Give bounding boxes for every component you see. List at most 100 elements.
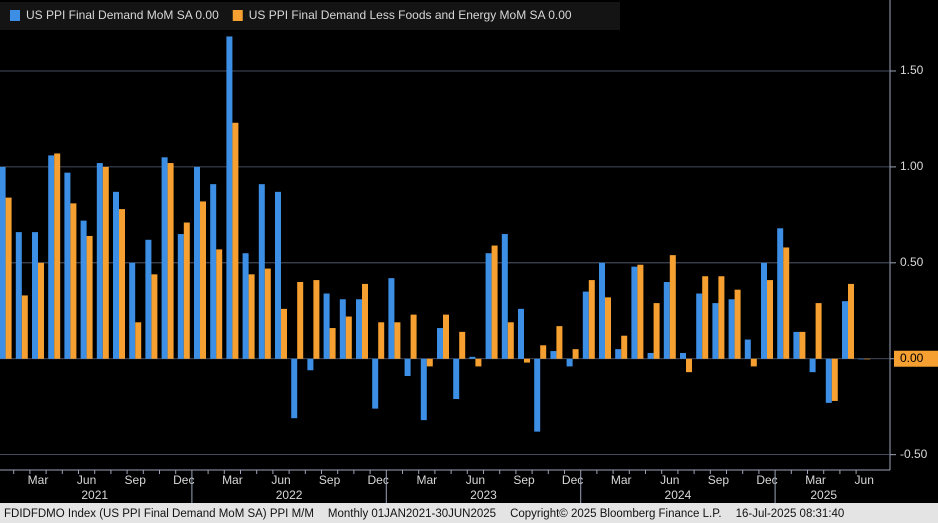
- legend-box: [0, 2, 620, 30]
- bar: [410, 314, 417, 359]
- bar: [210, 184, 217, 359]
- bar: [524, 358, 530, 363]
- bar: [734, 289, 741, 359]
- bar: [767, 280, 773, 359]
- bar: [540, 345, 547, 359]
- x-tick-label: Jun: [660, 473, 679, 487]
- bar: [647, 352, 654, 359]
- bar: [728, 299, 735, 359]
- bar: [712, 303, 719, 359]
- bar: [469, 356, 476, 359]
- bar: [686, 358, 692, 373]
- last-value-box: [894, 350, 938, 367]
- y-tick-label: -0.50: [900, 447, 928, 461]
- bar: [443, 314, 449, 359]
- bar: [556, 326, 563, 359]
- bar: [858, 358, 865, 360]
- bar: [194, 166, 200, 359]
- bar: [631, 266, 638, 359]
- x-year-label: 2025: [810, 488, 837, 502]
- bar: [485, 253, 492, 359]
- bar: [718, 276, 725, 359]
- bar: [842, 301, 848, 359]
- bar: [113, 191, 119, 359]
- bar: [129, 262, 136, 359]
- bar: [621, 335, 628, 359]
- bar: [275, 191, 281, 359]
- x-tick-label: Dec: [562, 473, 583, 487]
- bar: [653, 303, 660, 359]
- bar: [135, 322, 142, 359]
- x-tick-label: Sep: [319, 473, 341, 487]
- bar: [534, 358, 541, 432]
- bar: [307, 358, 314, 371]
- bar: [258, 184, 265, 359]
- y-tick-label: 1.00: [900, 159, 924, 173]
- bar: [356, 299, 362, 359]
- bar: [151, 274, 158, 359]
- footer-text: Copyright© 2025 Bloomberg Finance L.P.: [510, 508, 722, 520]
- x-tick-label: Jun: [271, 473, 290, 487]
- legend-swatch: [232, 10, 243, 21]
- bar: [680, 352, 686, 359]
- bar: [388, 278, 395, 359]
- x-tick-label: Mar: [416, 473, 437, 487]
- bar: [145, 239, 152, 359]
- bar: [605, 297, 611, 359]
- x-tick-label: Jun: [855, 473, 874, 487]
- bar: [248, 274, 255, 359]
- bar: [793, 331, 800, 359]
- legend-label: US PPI Final Demand Less Foods and Energ…: [249, 8, 572, 22]
- bar: [566, 358, 573, 367]
- bar: [323, 293, 330, 359]
- bar: [750, 358, 757, 367]
- bar: [815, 303, 822, 359]
- x-tick-label: Mar: [28, 473, 49, 487]
- bar: [669, 255, 676, 359]
- bar: [264, 268, 271, 359]
- bar: [744, 339, 751, 359]
- bar: [281, 308, 287, 359]
- bar: [167, 163, 174, 359]
- bar: [372, 358, 379, 409]
- bar: [345, 316, 352, 359]
- bar: [297, 282, 304, 359]
- bar: [161, 157, 168, 359]
- bar: [54, 153, 61, 359]
- bar: [378, 322, 385, 359]
- y-tick-label: 0.50: [900, 255, 924, 269]
- x-tick-label: Dec: [368, 473, 389, 487]
- bar: [831, 358, 838, 401]
- bar: [507, 322, 514, 359]
- bar: [232, 122, 239, 359]
- bar: [291, 358, 298, 419]
- bar: [663, 282, 670, 359]
- bar: [637, 264, 644, 359]
- bar: [404, 358, 411, 376]
- bar: [615, 349, 622, 359]
- bar: [313, 280, 320, 359]
- bar: [809, 358, 816, 373]
- y-tick-label: 1.50: [900, 63, 924, 77]
- bar: [783, 247, 790, 359]
- x-tick-label: Sep: [708, 473, 730, 487]
- x-tick-label: Mar: [222, 473, 243, 487]
- bar: [420, 358, 427, 421]
- bar: [32, 232, 38, 359]
- bar: [599, 262, 605, 359]
- x-year-label: 2024: [665, 488, 692, 502]
- x-tick-label: Mar: [805, 473, 826, 487]
- bar: [426, 358, 433, 367]
- bar: [64, 172, 71, 359]
- bar: [119, 209, 125, 359]
- bar: [588, 280, 595, 359]
- x-tick-label: Dec: [756, 473, 777, 487]
- x-tick-label: Jun: [77, 473, 96, 487]
- x-tick-label: Jun: [466, 473, 485, 487]
- bar: [80, 220, 87, 359]
- bar: [702, 276, 709, 359]
- bar: [501, 234, 508, 359]
